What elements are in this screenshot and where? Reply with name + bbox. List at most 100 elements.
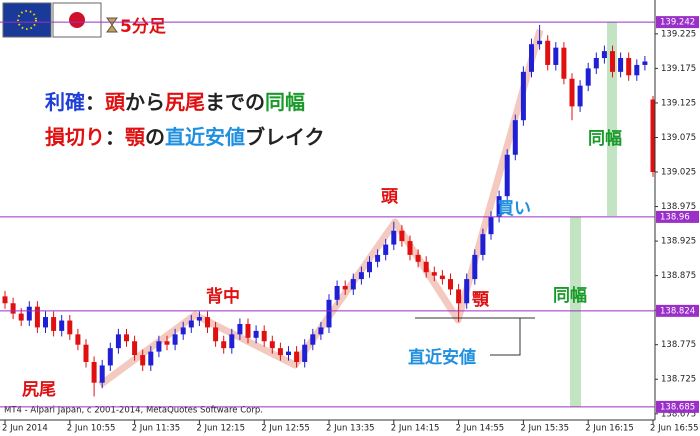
- plot-area: [2, 24, 656, 397]
- note-segment: 直近安値: [165, 125, 245, 149]
- level-label: 138.96: [660, 212, 690, 222]
- candle-body: [91, 361, 97, 383]
- note-segment: 損切り: [45, 125, 105, 149]
- x-tick-label: 2 Jun 16:15: [585, 424, 634, 434]
- candle-body: [107, 348, 113, 366]
- candle-body: [626, 58, 632, 76]
- note-segment: 尻尾: [165, 90, 205, 114]
- candle-body: [456, 289, 462, 304]
- y-tick-label: 139.225: [661, 29, 696, 39]
- y-tick-label: 138.775: [661, 340, 696, 350]
- y-tick-label: 139.025: [661, 168, 696, 178]
- candle-body: [391, 230, 397, 245]
- annotation: 背中: [206, 286, 240, 307]
- annotation: 尻尾: [22, 380, 56, 400]
- copyright: MT4 - Alpari Japan, c 2001-2014, MetaQuo…: [4, 406, 263, 416]
- y-tick-label: 138.875: [661, 271, 696, 281]
- candle-body: [83, 344, 89, 362]
- candle-body: [164, 341, 170, 345]
- candle-body: [75, 334, 81, 345]
- level-label-box: [656, 210, 699, 223]
- level-label: 138.685: [660, 402, 695, 412]
- candle-body: [650, 99, 656, 173]
- candle-body: [375, 254, 381, 262]
- candle-body: [431, 272, 437, 276]
- candle-body: [569, 78, 575, 107]
- candle-body: [221, 341, 227, 349]
- candle-body: [383, 244, 389, 255]
- candle-body: [561, 47, 567, 79]
- candle-body: [132, 341, 138, 356]
- level-label-box: [656, 16, 699, 29]
- candle-body: [18, 313, 24, 321]
- note-segment: 頭: [105, 90, 126, 114]
- x-tick-label: 2 Jun 12:15: [196, 424, 245, 434]
- candle-body: [496, 196, 502, 217]
- note-segment: 同幅: [265, 90, 305, 114]
- candle-body: [115, 334, 121, 349]
- candle-body: [399, 230, 405, 242]
- candle-body: [188, 320, 194, 328]
- candle-body: [520, 71, 526, 121]
- candle-body: [504, 154, 510, 197]
- candle-body: [26, 306, 32, 321]
- candle-body: [642, 61, 648, 65]
- candle-body: [277, 348, 283, 356]
- annotation: 同幅: [553, 285, 587, 306]
- candle-body: [34, 306, 40, 328]
- note-line: 利確：頭から尻尾までの同幅: [45, 90, 305, 114]
- annotation: 直近安値: [408, 347, 476, 368]
- x-tick-label: 2 Jun 12:55: [261, 424, 310, 434]
- candle-body: [553, 47, 559, 65]
- candle-body: [245, 323, 251, 338]
- y-tick-label: 139.075: [661, 133, 696, 143]
- candle-body: [140, 355, 146, 366]
- candle-body: [545, 40, 551, 65]
- level-label-box: [656, 400, 699, 413]
- candle-body: [488, 216, 494, 235]
- note-segment: までの: [205, 90, 265, 114]
- level-label-box: [656, 304, 699, 317]
- annotation: 顎: [472, 290, 490, 310]
- level-label: 138.824: [660, 306, 695, 316]
- candle-body: [205, 317, 210, 328]
- candle-body: [261, 330, 267, 342]
- leader-line: [490, 318, 521, 356]
- candle-body: [10, 303, 16, 314]
- note-line: 損切り：顎の直近安値ブレイク: [45, 125, 325, 149]
- candle-body: [294, 351, 300, 362]
- x-tick-label: 2 Jun 15:35: [520, 424, 569, 434]
- candle-body: [610, 51, 615, 72]
- candle-body: [350, 279, 356, 290]
- candle-body: [51, 317, 57, 331]
- x-tick-label: 2 Jun 10:55: [67, 424, 116, 434]
- equal-width-bar: [607, 22, 617, 216]
- y-tick-label: 138.725: [661, 375, 696, 385]
- x-tick-label: 2 Jun 14:55: [456, 424, 505, 434]
- candle-body: [601, 51, 607, 59]
- candle-body: [286, 351, 291, 356]
- candle-body: [99, 365, 105, 383]
- y-tick-label: 138.675: [661, 409, 696, 419]
- candle-body: [310, 334, 316, 345]
- note-segment: ブレイク: [245, 125, 325, 149]
- candle-body: [537, 40, 543, 45]
- candle-body: [634, 64, 640, 76]
- candle-body: [472, 254, 478, 280]
- candle-body: [480, 234, 486, 255]
- candle-body: [172, 334, 178, 345]
- candle-body: [67, 320, 73, 335]
- candle-body: [439, 275, 445, 280]
- x-tick-label: 2 Jun 16:55: [650, 424, 699, 434]
- x-tick-label: 2 Jun 14:15: [391, 424, 440, 434]
- eu-flag: [2, 2, 52, 38]
- candle-body: [423, 261, 429, 273]
- note-segment: から: [125, 90, 165, 114]
- hourglass-icon: [106, 17, 118, 33]
- candle-body: [415, 254, 421, 262]
- candle-body: [618, 58, 624, 72]
- x-tick-label: 2 Jun 13:35: [326, 424, 375, 434]
- candle-body: [43, 317, 48, 328]
